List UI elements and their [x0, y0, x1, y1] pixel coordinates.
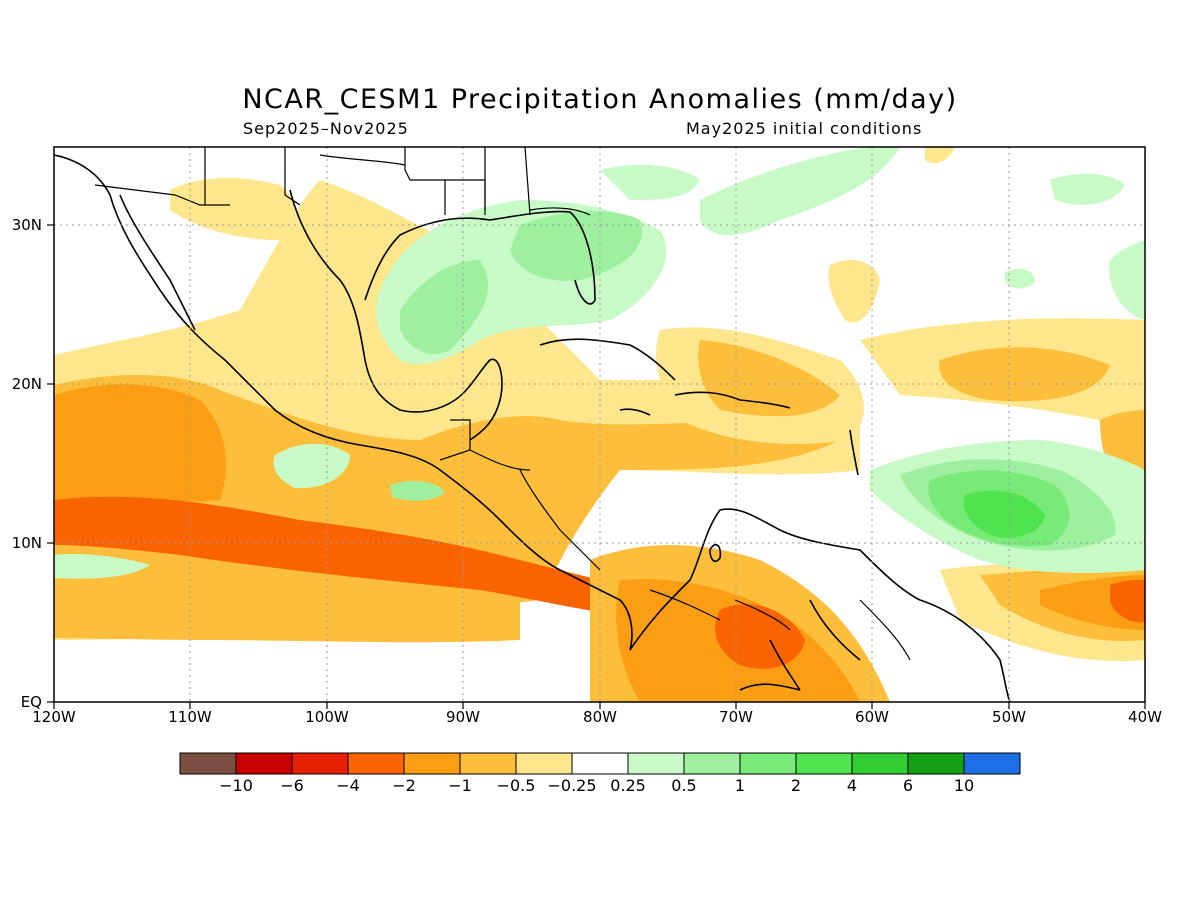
lon-label-50w: 50W: [992, 708, 1026, 726]
anomaly-atlantic-max: [963, 490, 1045, 538]
anomaly-pacific-green: [54, 554, 150, 579]
colorbar-label: 2: [790, 776, 802, 795]
lon-label-110w: 110W: [168, 708, 212, 726]
anomaly-core-orange: [54, 384, 226, 503]
colorbar-swatch: [291, 752, 349, 775]
colorbar-label: −0.5: [496, 776, 536, 795]
lat-label-20n: 20N: [11, 375, 42, 393]
lon-label-80w: 80W: [583, 708, 617, 726]
colorbar-label: 1: [734, 776, 746, 795]
colorbar-label: 0.5: [671, 776, 697, 795]
colorbar-label: −2: [392, 776, 416, 795]
anomaly-atlantic-green: [700, 147, 900, 235]
colorbar-label: 0.25: [610, 776, 646, 795]
anomaly-band-light: [828, 260, 880, 323]
colorbar-label: 10: [953, 776, 975, 795]
colorbar-label: −10: [219, 776, 253, 795]
anomaly-atlantic-green: [1050, 173, 1125, 205]
anomaly-field: [54, 147, 1145, 702]
anomaly-pacific-green: [273, 443, 350, 489]
colorbar-label: 4: [846, 776, 858, 795]
anomaly-atlantic-green: [1109, 240, 1145, 320]
colorbar-swatch: [571, 752, 629, 775]
colorbar-swatch: [235, 752, 293, 775]
colorbar-swatch: [907, 752, 965, 775]
colorbar-label: −1: [448, 776, 472, 795]
anomaly-band-light: [925, 147, 955, 164]
anomaly-atlantic-green: [1005, 268, 1035, 289]
anomaly-band-orange: [54, 374, 840, 630]
colorbar-swatch: [627, 752, 685, 775]
lon-label-100w: 100W: [305, 708, 349, 726]
colorbar-swatch: [963, 752, 1021, 775]
colorbar-swatch: [179, 752, 237, 775]
anomaly-band-orange: [939, 347, 1110, 402]
colorbar-swatch: [795, 752, 853, 775]
anomaly-gulf-green: [510, 210, 642, 281]
lon-label-70w: 70W: [719, 708, 753, 726]
colorbar: [179, 752, 1021, 775]
lat-label-30n: 30N: [11, 216, 42, 234]
anomaly-gulf-green: [600, 164, 700, 200]
lon-label-90w: 90W: [446, 708, 480, 726]
colorbar-swatch: [347, 752, 405, 775]
colorbar-label: −4: [336, 776, 360, 795]
anomaly-gulf-green: [400, 260, 489, 354]
anomaly-band-orange: [54, 555, 520, 643]
anomaly-band-light: [170, 178, 295, 240]
colorbar-label: 6: [902, 776, 914, 795]
lat-label-10n: 10N: [11, 534, 42, 552]
country-borders: [94, 147, 911, 661]
colorbar-swatch: [403, 752, 461, 775]
axis-ticks: [47, 224, 1146, 709]
colorbar-label: −0.25: [547, 776, 597, 795]
anomaly-band-strong: [54, 496, 660, 620]
colorbar-swatch: [515, 752, 573, 775]
coastlines: [54, 154, 1011, 702]
colorbar-swatch: [683, 752, 741, 775]
colorbar-label: −6: [280, 776, 304, 795]
colorbar-swatch: [459, 752, 517, 775]
anomaly-band-strong: [1110, 579, 1145, 623]
lon-label-120w: 120W: [32, 708, 76, 726]
colorbar-swatch: [739, 752, 797, 775]
map-title: NCAR_CESM1 Precipitation Anomalies (mm/d…: [242, 84, 958, 115]
colorbar-swatch: [851, 752, 909, 775]
forecast-period: Sep2025–Nov2025: [243, 119, 409, 138]
anomaly-sa-strong: [715, 604, 805, 669]
lat-label-eq: EQ: [20, 693, 42, 711]
lon-label-60w: 60W: [855, 708, 889, 726]
lon-label-40w: 40W: [1128, 708, 1162, 726]
gridlines: [54, 147, 1145, 702]
anomaly-pacific-green: [390, 480, 445, 501]
initial-conditions-label: May2025 initial conditions: [686, 119, 923, 138]
